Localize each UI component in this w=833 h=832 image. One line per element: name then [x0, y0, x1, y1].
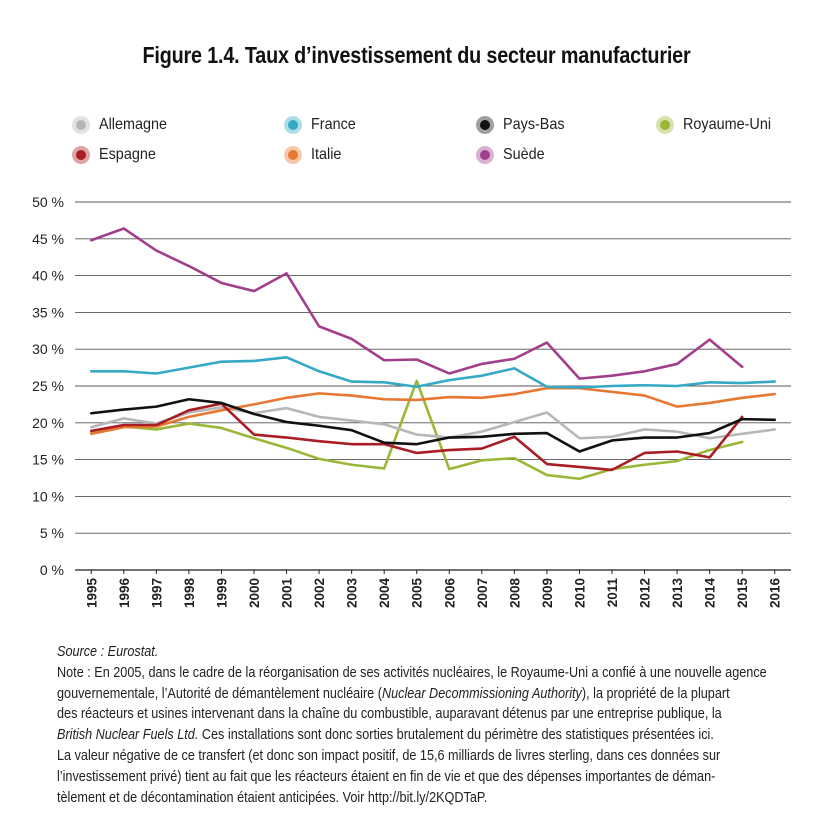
- note-line-4-b: Ces installations sont donc sorties brut…: [198, 727, 714, 744]
- legend-item-allemagne: Allemagne: [72, 114, 175, 136]
- note-line-2-c: ), la propriété de la plupart: [581, 685, 730, 702]
- x-tick-label: 1999: [214, 578, 229, 608]
- note-line-4: British Nuclear Fuels Ltd. Ces installat…: [57, 725, 714, 746]
- x-tick-label: 2000: [247, 578, 262, 608]
- legend-marker: [284, 146, 302, 164]
- legend-label: Pays-Bas: [503, 116, 565, 133]
- x-tick-label: 2016: [768, 578, 783, 609]
- legend-label: Espagne: [99, 146, 156, 163]
- x-tick-label: 2014: [703, 578, 718, 609]
- y-tick-label: 0 %: [40, 562, 64, 578]
- legend-marker: [656, 116, 674, 134]
- x-tick-label: 2003: [345, 578, 360, 609]
- x-tick-label: 2015: [735, 578, 750, 609]
- y-tick-label: 5 %: [40, 525, 64, 541]
- x-tick-label: 2009: [540, 578, 555, 608]
- x-tick-label: 2002: [312, 578, 327, 608]
- legend-label: Italie: [311, 146, 342, 163]
- legend-item-su-de: Suède: [476, 144, 549, 166]
- x-tick-label: 2011: [605, 578, 620, 608]
- legend-marker: [72, 146, 90, 164]
- note-line-5: La valeur négative de ce transfert (et d…: [57, 747, 721, 764]
- legend-label: Royaume-Uni: [683, 116, 772, 133]
- y-tick-label: 30 %: [32, 341, 64, 357]
- y-tick-label: 40 %: [32, 268, 64, 284]
- legend-item-espagne: Espagne: [72, 144, 162, 166]
- y-tick-label: 35 %: [32, 304, 64, 320]
- legend-marker: [72, 116, 90, 134]
- y-tick-label: 10 %: [32, 488, 64, 504]
- x-tick-label: 1996: [117, 578, 132, 609]
- x-tick-label: 1997: [149, 578, 164, 608]
- y-tick-label: 15 %: [32, 452, 64, 468]
- series-line-pays-bas: [89, 397, 777, 453]
- x-tick-label: 1998: [182, 578, 197, 609]
- note-line-1: Note : En 2005, dans le cadre de la réor…: [57, 664, 767, 681]
- chart-notes: Source : Eurostat. Note : En 2005, dans …: [57, 642, 791, 808]
- legend-marker: [284, 116, 302, 134]
- series-line-allemagne: [89, 406, 777, 440]
- y-tick-label: 25 %: [32, 378, 64, 394]
- legend-marker: [476, 116, 494, 134]
- legend-marker: [476, 146, 494, 164]
- series-line-france: [89, 356, 777, 389]
- note-line-2-b: Nuclear Decommissioning Authority: [381, 685, 582, 702]
- y-tick-label: 50 %: [32, 194, 64, 210]
- legend-label: Allemagne: [99, 116, 168, 133]
- y-axis-ticks: 0 % 5 % 10 % 15 % 20 % 25 % 30 % 35 % 40 % 45 % 50…: [32, 194, 64, 578]
- note-line-6: l’investissement privé) tient au fait qu…: [57, 768, 716, 785]
- legend-item-pays-bas: Pays-Bas: [476, 114, 571, 136]
- legend-item-france: France: [284, 114, 361, 136]
- legend-label: France: [311, 116, 356, 133]
- x-tick-label: 2013: [670, 578, 685, 609]
- y-tick-label: 20 %: [32, 415, 64, 431]
- x-tick-label: 2001: [280, 578, 295, 609]
- line-chart: 0 % 5 % 10 % 15 % 20 % 25 % 30 % 35 % 40 % 45 % 50…: [32, 194, 791, 609]
- series-line-espagne: [89, 402, 744, 472]
- x-axis-ticks: 1995 1996 1997 1998 1999 2000 2001 2002 2003 2004…: [84, 570, 783, 609]
- y-tick-label: 45 %: [32, 231, 64, 247]
- x-tick-label: 2007: [475, 578, 490, 608]
- legend-item-italie: Italie: [284, 144, 345, 166]
- note-line-7: tèlement et de décontamination étaient a…: [57, 789, 488, 806]
- chart-title: Figure 1.4. Taux d’investissement du sec…: [142, 42, 691, 68]
- x-tick-label: 2008: [507, 578, 522, 609]
- x-tick-label: 2006: [442, 578, 457, 609]
- legend-item-royaume-uni: Royaume-Uni: [656, 114, 781, 136]
- grid-lines: [75, 201, 791, 571]
- note-line-4-a: British Nuclear Fuels Ltd.: [57, 727, 199, 744]
- x-tick-label: 1995: [84, 578, 99, 609]
- x-tick-label: 2010: [572, 578, 587, 608]
- series-line-royaume-uni: [89, 379, 744, 481]
- note-line-2-a: gouvernementale, l’Autorité de démantèle…: [57, 685, 382, 702]
- legend-label: Suède: [503, 146, 545, 163]
- note-line-3: des réacteurs et usines intervenant dans…: [57, 706, 722, 723]
- series-lines: [89, 227, 777, 481]
- x-tick-label: 2012: [638, 578, 653, 608]
- series-line-su-de: [89, 227, 744, 380]
- series-line-italie: [89, 386, 777, 436]
- x-tick-label: 2005: [410, 578, 425, 609]
- note-line-2: gouvernementale, l’Autorité de démantèle…: [57, 684, 730, 705]
- source-note: Source : Eurostat.: [57, 644, 159, 660]
- x-tick-label: 2004: [377, 578, 392, 609]
